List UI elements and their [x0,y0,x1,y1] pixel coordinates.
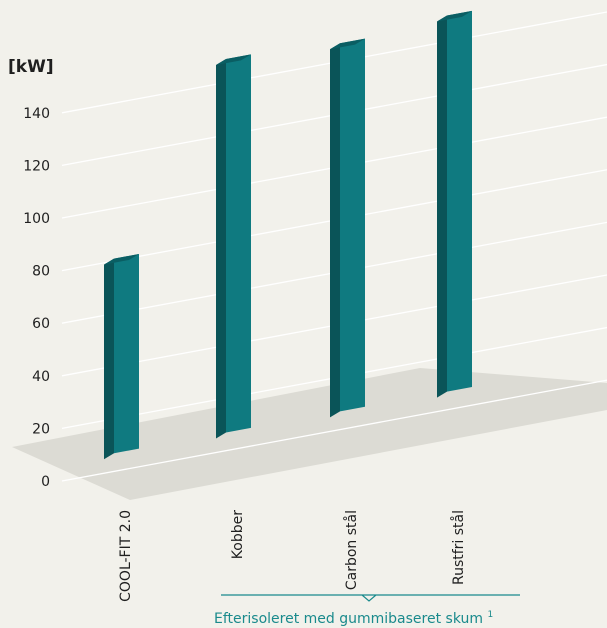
bar [437,10,472,398]
bar-side-face [104,258,114,460]
y-tick-label: 100 [23,211,50,227]
y-tick-label: 20 [32,421,50,437]
bar-front-face [114,253,139,454]
bar-front-face [340,38,365,412]
floor-plane [12,368,607,500]
gridline [61,379,607,482]
y-tick-label: 40 [32,369,50,385]
bracket-note: Efterisoleret med gummibaseret skum 1 [214,610,493,627]
x-category-label: Rustfri stål [450,510,467,585]
bracket-note-superscript: 1 [487,610,493,620]
bar-top-face [216,54,251,66]
bar-front-face [226,54,251,433]
bar-side-face [437,15,447,398]
bar-top-face [104,253,139,265]
bracket-line [221,594,520,602]
x-category-label: Carbon stål [343,510,360,590]
bar-side-face [330,43,340,418]
y-tick-label: 120 [23,158,50,174]
bar-side-face [216,59,226,439]
grouping-bracket: Efterisoleret med gummibaseret skum 1 [214,594,520,627]
bar-front-face [447,10,472,392]
y-tick-label: 0 [41,474,50,490]
bracket-note-text: Efterisoleret med gummibaseret skum [214,611,483,627]
bar [330,38,365,418]
x-category-label: Kobber [230,510,246,559]
bar-top-face [330,38,365,50]
bar [216,54,251,439]
y-tick-label: 140 [23,106,50,122]
bar [104,253,139,460]
y-axis-unit-label: [kW] [8,57,54,77]
y-tick-label: 60 [32,316,50,332]
bar-top-face [437,10,472,22]
x-category-label: COOL-FIT 2.0 [118,510,134,602]
y-tick-label: 80 [32,264,50,280]
